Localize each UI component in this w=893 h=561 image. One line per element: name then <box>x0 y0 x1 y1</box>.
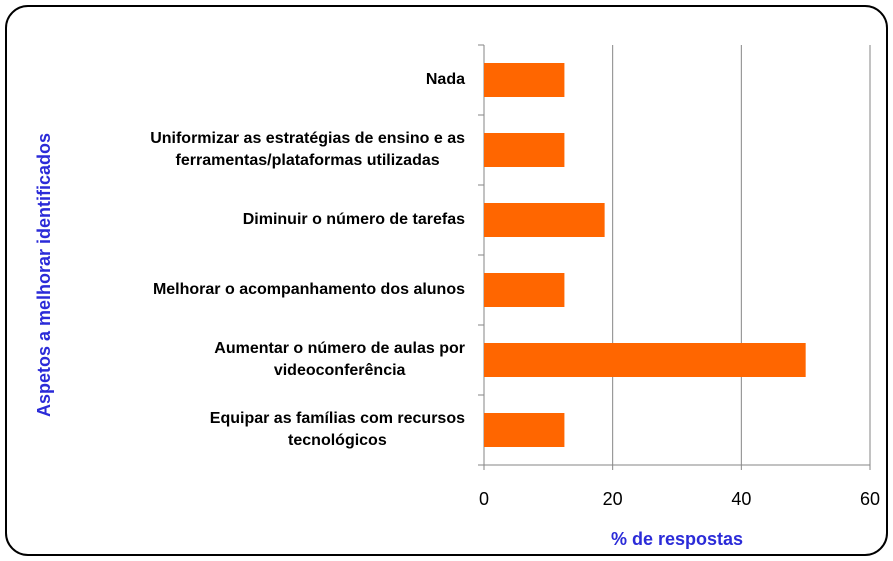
bar <box>484 133 565 167</box>
x-tick-label: 40 <box>731 489 751 509</box>
x-axis-label: % de respostas <box>611 529 743 549</box>
bar <box>484 413 565 447</box>
category-label-box: Equipar as famílias com recursos tecnoló… <box>40 408 465 452</box>
category-label-box: Diminuir o número de tarefas <box>40 209 465 231</box>
x-tick-label: 20 <box>603 489 623 509</box>
category-label-box: Uniformizar as estratégias de ensino e a… <box>40 128 465 172</box>
x-tick-label: 0 <box>479 489 489 509</box>
y-axis-label: Aspetos a melhorar identificados <box>34 133 54 417</box>
category-label-box: Aumentar o número de aulas por videoconf… <box>40 338 465 382</box>
category-label-box: Nada <box>40 69 465 91</box>
y-tick-label: Nada <box>425 71 465 88</box>
bar <box>484 273 565 307</box>
y-tick-label: Equipar as famílias com recursos tecnoló… <box>209 410 465 449</box>
y-tick-label: Aumentar o número de aulas por videoconf… <box>214 340 465 379</box>
x-tick-label: 60 <box>860 489 880 509</box>
category-label-box: Melhorar o acompanhamento dos alunos <box>40 279 465 301</box>
y-tick-label: Diminuir o número de tarefas <box>242 211 465 228</box>
bar <box>484 343 806 377</box>
y-tick-label: Melhorar o acompanhamento dos alunos <box>152 281 465 298</box>
chart-border <box>5 5 888 556</box>
bar <box>484 63 565 97</box>
bar <box>484 203 605 237</box>
y-tick-label: Uniformizar as estratégias de ensino e a… <box>150 130 465 169</box>
